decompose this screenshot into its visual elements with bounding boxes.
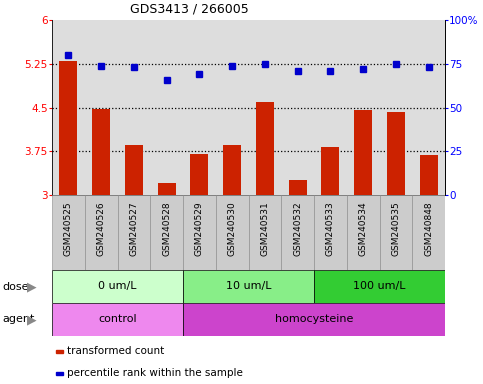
Bar — [52, 303, 183, 336]
Text: transformed count: transformed count — [67, 346, 164, 356]
Text: 100 um/L: 100 um/L — [353, 281, 406, 291]
Text: dose: dose — [2, 281, 28, 291]
Text: GSM240531: GSM240531 — [260, 201, 270, 256]
Bar — [183, 303, 445, 336]
Bar — [321, 147, 340, 195]
Bar — [289, 180, 307, 195]
Bar — [92, 109, 110, 195]
Bar — [314, 195, 347, 270]
Bar — [223, 146, 241, 195]
Bar — [56, 372, 63, 375]
Text: 10 um/L: 10 um/L — [226, 281, 271, 291]
Bar — [52, 270, 183, 303]
Bar — [183, 195, 216, 270]
Text: ▶: ▶ — [27, 280, 37, 293]
Text: GSM240534: GSM240534 — [358, 201, 368, 256]
Bar — [216, 195, 248, 270]
Text: ▶: ▶ — [27, 313, 37, 326]
Bar — [412, 195, 445, 270]
Text: percentile rank within the sample: percentile rank within the sample — [67, 368, 243, 379]
Text: control: control — [98, 314, 137, 324]
Bar — [52, 195, 85, 270]
Bar — [354, 111, 372, 195]
Text: GSM240533: GSM240533 — [326, 201, 335, 256]
Bar — [248, 195, 281, 270]
Bar — [85, 195, 117, 270]
Text: GSM240528: GSM240528 — [162, 201, 171, 256]
Text: GSM240526: GSM240526 — [97, 201, 106, 256]
Bar — [281, 195, 314, 270]
Text: GDS3413 / 266005: GDS3413 / 266005 — [130, 3, 249, 16]
Text: GSM240530: GSM240530 — [227, 201, 237, 256]
Bar — [347, 195, 380, 270]
Text: agent: agent — [2, 314, 34, 324]
Text: GSM240848: GSM240848 — [424, 201, 433, 256]
Bar — [420, 156, 438, 195]
Bar — [56, 350, 63, 353]
Bar — [314, 270, 445, 303]
Bar — [157, 183, 176, 195]
Bar — [256, 102, 274, 195]
Bar — [190, 154, 208, 195]
Text: GSM240527: GSM240527 — [129, 201, 138, 256]
Text: GSM240532: GSM240532 — [293, 201, 302, 256]
Text: GSM240529: GSM240529 — [195, 201, 204, 256]
Text: GSM240535: GSM240535 — [391, 201, 400, 256]
Bar — [117, 195, 150, 270]
Bar — [183, 270, 314, 303]
Bar — [150, 195, 183, 270]
Bar — [387, 112, 405, 195]
Bar — [380, 195, 412, 270]
Bar — [59, 61, 77, 195]
Bar — [125, 146, 143, 195]
Text: GSM240525: GSM240525 — [64, 201, 73, 256]
Text: 0 um/L: 0 um/L — [98, 281, 137, 291]
Text: homocysteine: homocysteine — [275, 314, 353, 324]
